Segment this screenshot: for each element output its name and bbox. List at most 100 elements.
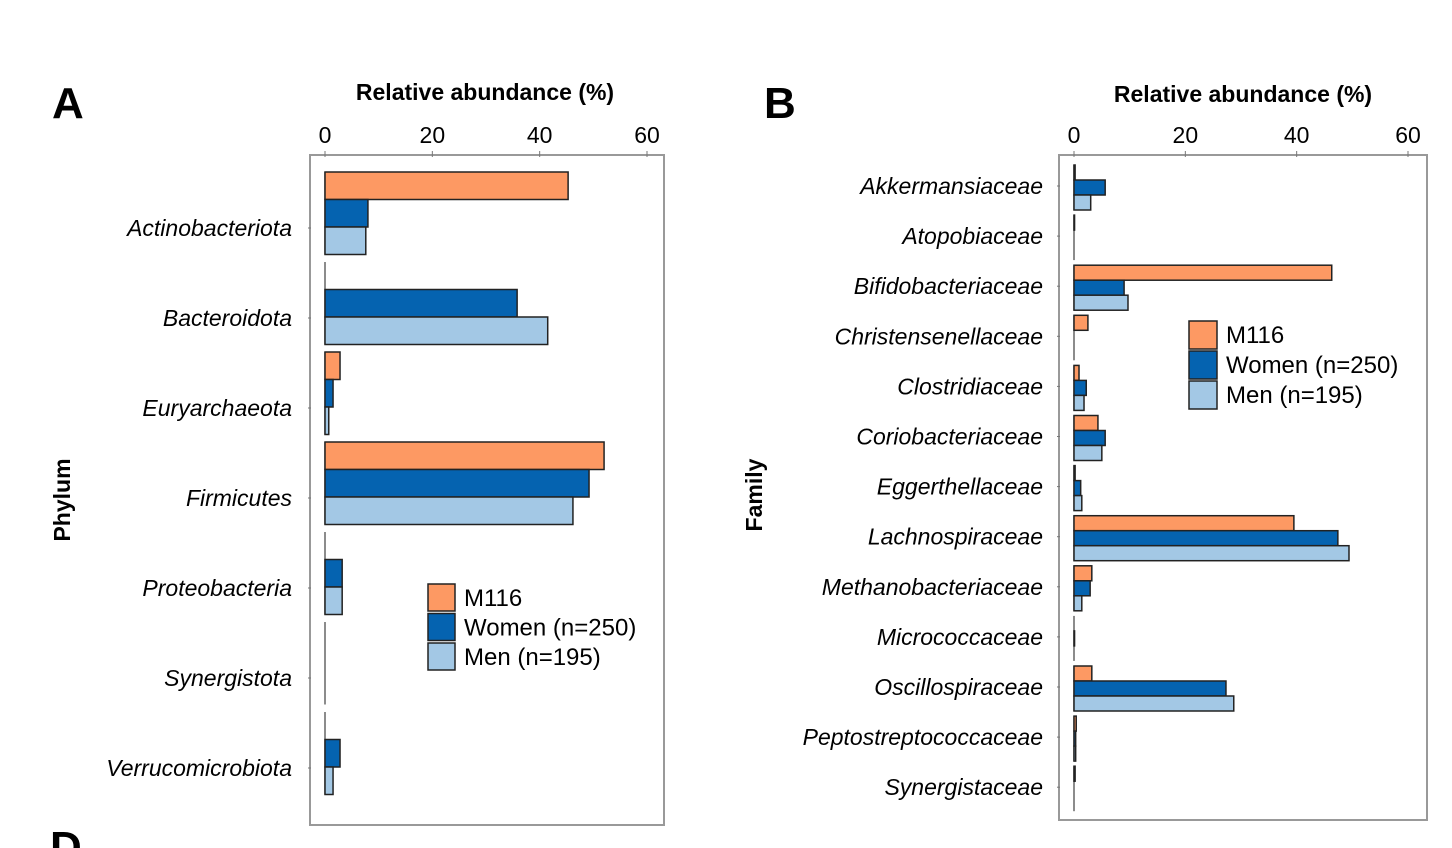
bar-m116 <box>1073 565 1093 582</box>
bar-women <box>324 198 369 228</box>
bar-m116 <box>324 441 605 471</box>
x-tick-label: 0 <box>1068 122 1081 148</box>
legend-swatch <box>1188 380 1218 410</box>
x-axis-title: Relative abundance (%) <box>1114 81 1372 107</box>
bar-women <box>1073 279 1125 296</box>
legend-label: M116 <box>464 585 522 612</box>
category-label: Euryarchaeota <box>142 395 292 421</box>
bar-m116 <box>1073 164 1076 181</box>
bar-women <box>1073 680 1227 697</box>
x-tick-label: 60 <box>1395 122 1421 148</box>
x-tick-label: 20 <box>420 122 446 148</box>
bar-m116 <box>1073 214 1076 231</box>
legend-label: Women (n=250) <box>464 615 636 642</box>
x-tick-label: 60 <box>634 122 660 148</box>
category-label: Christensenellaceae <box>835 323 1043 349</box>
panel-a: A Relative abundance (%) 0 20 40 60 Phylum Acti… <box>49 79 665 826</box>
category-label: Synergistaceae <box>884 774 1043 800</box>
category-label: Lachnospiraceae <box>868 524 1043 550</box>
bar-m116 <box>324 351 341 381</box>
x-tick-label: 20 <box>1173 122 1199 148</box>
category-label: Synergistota <box>164 665 292 691</box>
bar-men <box>1073 444 1103 462</box>
legend-swatch <box>1188 320 1218 350</box>
panel-letter: B <box>764 79 796 128</box>
legend-swatch <box>1188 350 1218 380</box>
legend-label: Women (n=250) <box>1226 352 1398 379</box>
bar-m116 <box>1073 464 1076 482</box>
bar-men <box>1073 595 1083 612</box>
bar-m116 <box>1073 364 1080 382</box>
bar-men <box>324 586 343 616</box>
panel-letter: D <box>50 823 82 848</box>
bar-women <box>1073 580 1091 597</box>
legend-swatch <box>427 583 456 612</box>
legend-label: Men (n=195) <box>1226 382 1363 409</box>
category-label: Clostridiaceae <box>897 373 1043 399</box>
plot-frame <box>1058 154 1428 821</box>
bar-women <box>1073 630 1076 647</box>
bar-women <box>1073 529 1339 547</box>
category-label: Micrococcaceae <box>877 624 1043 650</box>
category-label: Eggerthellaceae <box>877 474 1043 500</box>
bar-men <box>1073 494 1083 512</box>
bar-women <box>1073 429 1106 447</box>
bar-women <box>324 288 518 318</box>
x-axis-title: Relative abundance (%) <box>356 79 614 105</box>
legend: M116 Women (n=250) Men (n=195) <box>1188 320 1398 410</box>
panel-letter: A <box>52 79 84 128</box>
bar-men <box>1073 745 1077 762</box>
legend-label: Men (n=195) <box>464 644 601 671</box>
bar-men <box>1073 695 1235 712</box>
category-label: Verrucomicrobiota <box>106 755 292 781</box>
legend-swatch <box>427 642 456 671</box>
bar-women <box>324 468 590 498</box>
bar-men <box>1073 544 1350 562</box>
panel-b: B Relative abundance (%) 0 20 40 60 Family Akke… <box>741 79 1428 821</box>
bar-women <box>1073 179 1106 196</box>
category-label: Firmicutes <box>186 485 293 511</box>
bar-m116 <box>1073 665 1093 682</box>
category-label: Peptostreptococcaceae <box>803 724 1043 750</box>
bar-women <box>1073 730 1077 747</box>
bar-men <box>1073 394 1085 412</box>
category-label: Coriobacteriaceae <box>856 424 1043 450</box>
category-label: Methanobacteriaceae <box>822 574 1043 600</box>
bar-men <box>324 406 330 436</box>
x-tick-label: 0 <box>319 122 332 148</box>
plot-frame <box>309 154 665 826</box>
bar-men <box>1073 294 1129 311</box>
x-tick-label: 40 <box>1284 122 1310 148</box>
x-tick-label: 40 <box>527 122 553 148</box>
legend-label: M116 <box>1226 322 1284 349</box>
legend-swatch <box>427 612 456 642</box>
bar-men <box>324 226 367 256</box>
bar-m116 <box>1073 514 1295 532</box>
legend: M116 Women (n=250)Men (n=195) <box>427 583 636 671</box>
category-label: Oscillospiraceae <box>874 674 1043 700</box>
bar-men <box>1073 194 1092 211</box>
y-axis-title: Family <box>741 458 767 531</box>
bar-m116 <box>1073 765 1076 782</box>
bar-women <box>324 558 343 588</box>
bar-m116 <box>1073 414 1099 432</box>
bar-men <box>324 766 334 796</box>
y-axis-title: Phylum <box>49 458 75 541</box>
bar-m116 <box>1073 715 1077 732</box>
category-label: Proteobacteria <box>142 575 292 601</box>
bar-men <box>324 316 549 346</box>
bar-women <box>1073 479 1082 497</box>
category-label: Akkermansiaceae <box>858 173 1043 199</box>
bar-women <box>1073 379 1087 397</box>
category-label: Bacteroidota <box>163 305 292 331</box>
bar-m116 <box>324 171 569 201</box>
bar-m116 <box>1073 314 1089 332</box>
category-label: Atopobiaceae <box>900 223 1043 249</box>
bar-m116 <box>1073 264 1333 281</box>
category-label: Bifidobacteriaceae <box>854 273 1043 299</box>
bar-women <box>324 378 334 408</box>
bar-men <box>324 496 574 526</box>
category-label: Actinobacteriota <box>125 215 292 241</box>
bar-women <box>324 738 341 768</box>
